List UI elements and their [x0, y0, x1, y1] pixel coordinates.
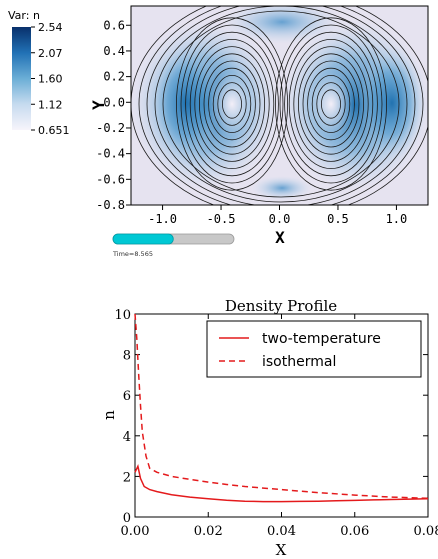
streamline — [203, 60, 261, 148]
y-tick-label: -0.2 — [96, 121, 125, 135]
streamline — [288, 39, 374, 169]
density-field — [131, 6, 428, 205]
streamline — [154, 6, 408, 203]
y-axis-label: n — [100, 410, 118, 420]
time-slider-fill — [112, 233, 174, 245]
streamline — [279, 24, 383, 184]
colorbar-title: Var: n — [8, 9, 40, 22]
y-tick-label: 4 — [123, 430, 131, 445]
y-tick-label: 0.4 — [103, 44, 125, 58]
streamline — [320, 89, 341, 119]
colorbar-ticks: 2.54 2.07 1.60 1.12 0.651 — [31, 21, 70, 137]
heatmap-axes: -1.0 -0.5 0.0 0.5 1.0 0.6 0.4 0.2 0.0 -0.2 -0.4 -0.… — [96, 18, 407, 226]
y-tick-label: -0.6 — [96, 172, 125, 186]
streamline — [185, 31, 279, 177]
y-tick-label: 0.2 — [103, 70, 125, 84]
streamline — [274, 17, 387, 191]
y-tick-label: 2 — [123, 470, 131, 485]
y-tick-label: -0.4 — [96, 147, 125, 161]
streamline — [221, 89, 242, 119]
streamline — [217, 82, 247, 126]
x-axis-title: X — [275, 228, 285, 247]
x-tick-label: 0.02 — [194, 524, 223, 539]
streamline — [297, 53, 364, 155]
x-tick-label: 0.5 — [327, 212, 349, 226]
streamline — [293, 46, 369, 162]
y-axis-title: Y — [89, 100, 108, 110]
streamline — [212, 75, 252, 134]
x-axis-label: X — [276, 541, 287, 559]
y-tick-label: 6 — [123, 389, 131, 404]
y-tick-label: 8 — [123, 349, 131, 364]
series-line-isothermal — [134, 313, 429, 500]
y-tick-label: 10 — [114, 308, 131, 323]
colorbar-tick-label: 2.54 — [38, 21, 63, 34]
x-tick-label: 0.08 — [414, 524, 438, 539]
streamline — [316, 82, 346, 126]
x-tick-label: 0.04 — [267, 524, 296, 539]
legend-label-isothermal: isothermal — [262, 354, 336, 370]
legend-box — [206, 320, 422, 378]
density-profile-chart: Density Profile 0.00 0.02 0.04 0.06 0.08 0 2 4 6… — [100, 297, 438, 559]
y-tick-label: 0.6 — [103, 18, 125, 32]
y-tick-label: 0.0 — [103, 95, 125, 109]
streamline — [146, 6, 416, 205]
x-tick-label: 0.06 — [340, 524, 369, 539]
streamline — [194, 46, 270, 162]
x-tick-label: 1.0 — [386, 212, 408, 226]
colorbar — [12, 27, 31, 130]
y-tick-label: 0 — [123, 511, 131, 526]
streamline-contours — [131, 6, 428, 205]
legend-label-two-temperature: two-temperature — [262, 331, 381, 347]
colorbar-tick-label: 1.12 — [38, 98, 63, 111]
colorbar-tick-label: 2.07 — [38, 47, 63, 60]
streamline — [311, 75, 351, 134]
time-label: Time=8.565 — [112, 250, 153, 258]
streamline — [208, 67, 256, 141]
x-tick-label: 0.0 — [269, 212, 291, 226]
line-chart-axes: 0.00 0.02 0.04 0.06 0.08 0 2 4 6 8 10 — [114, 308, 438, 539]
streamline — [302, 60, 360, 148]
streamline — [284, 31, 378, 177]
streamline — [138, 6, 424, 205]
x-tick-label: 0.00 — [121, 524, 150, 539]
streamline — [180, 24, 284, 184]
streamline — [189, 39, 275, 169]
y-tick-label: -0.8 — [96, 198, 125, 212]
streamline-plot-panel: Var: n 2.54 2.07 1.60 1.12 0.651 -1.0 -0.5 0.0… — [8, 5, 429, 258]
chart-legend: two-temperature isothermal — [206, 320, 422, 378]
colorbar-tick-label: 0.651 — [38, 124, 70, 137]
x-tick-label: -0.5 — [207, 212, 236, 226]
streamline — [198, 53, 265, 155]
colorbar-tick-label: 1.60 — [38, 73, 63, 86]
streamline — [162, 10, 400, 198]
x-tick-label: -1.0 — [148, 212, 177, 226]
line-series — [134, 313, 429, 503]
streamline — [307, 67, 355, 141]
series-line-two-temperature — [134, 464, 429, 503]
chart-title: Density Profile — [225, 297, 337, 315]
time-slider[interactable] — [112, 233, 235, 245]
streamline — [175, 17, 288, 191]
